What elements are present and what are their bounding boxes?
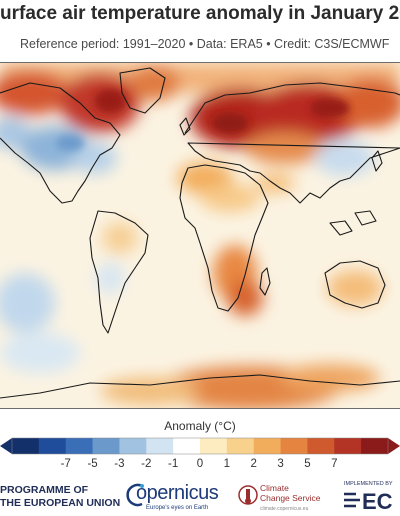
colorbar-tick-label: 2: [250, 458, 257, 470]
world-map-svg: [0, 63, 400, 408]
anomaly-map: [0, 62, 400, 409]
colorbar-tick-label: -5: [87, 458, 98, 470]
c3s-logo: Climate Change Service climate.copernicu…: [238, 481, 328, 515]
colorbar-segment: [280, 438, 308, 454]
colorbar-segment: [92, 438, 120, 454]
colorbar-segment: [65, 438, 94, 454]
ecmwf-logo: IMPLEMENTED BY EC: [340, 478, 400, 516]
copernicus-logo: opernicus Europe's eyes on Earth: [124, 480, 234, 514]
colorbar-segment: [173, 438, 201, 454]
colorbar-tick-label: -2: [141, 458, 152, 470]
c3s-line1: Climate: [260, 483, 289, 493]
colorbar-segment: [12, 438, 40, 454]
colorbar-tick-label: 0: [196, 458, 204, 470]
c3s-line2: Change Service: [260, 493, 321, 503]
colorbar-arrow-right: [388, 438, 400, 454]
programme-line1: PROGRAMME OF: [0, 484, 89, 496]
colorbar-segment: [253, 438, 282, 454]
colorbar-segment: [200, 438, 228, 454]
chart-subtitle: Reference period: 1991–2020 • Data: ERA5…: [20, 37, 390, 51]
colorbar-tick-label: -7: [60, 458, 71, 470]
colorbar-tick-label: 3: [277, 458, 284, 470]
colorbar: [0, 437, 400, 455]
colorbar-segment: [119, 438, 147, 454]
legend-title: Anomaly (°C): [164, 419, 236, 433]
eu-programme-logo: PROGRAMME OF THE EUROPEAN UNION: [0, 484, 120, 510]
colorbar-tick-label: -3: [114, 458, 125, 470]
colorbar-tick-label: 5: [304, 458, 311, 470]
colorbar-segment: [226, 438, 255, 454]
colorbar-segment: [307, 438, 335, 454]
copernicus-icon: [126, 483, 144, 507]
colorbar-segment: [334, 438, 362, 454]
ecmwf-wordmark: EC: [362, 489, 393, 514]
coastlines: [0, 67, 400, 399]
colorbar-segment: [361, 438, 389, 454]
c3s-url: climate.copernicus.eu: [260, 506, 309, 512]
programme-line2: THE EUROPEAN UNION: [0, 497, 121, 509]
copernicus-wordmark: opernicus: [136, 482, 219, 504]
ecmwf-swirl-icon: [344, 492, 360, 508]
c3s-icon: [238, 485, 258, 505]
colorbar-ticks: -7 -5 -3 -2 -1 0 1 2 3 5 7: [0, 458, 400, 474]
colorbar-tick-label: -1: [168, 458, 179, 470]
copernicus-tagline: Europe's eyes on Earth: [146, 505, 209, 511]
chart-title: urface air temperature anomaly in Januar…: [0, 3, 400, 24]
colorbar-border: [11, 437, 389, 455]
colorbar-tick-label: 1: [223, 458, 231, 470]
colorbar-arrow-left: [0, 438, 12, 454]
implemented-by-label: IMPLEMENTED BY: [344, 481, 393, 487]
colorbar-segment: [38, 438, 67, 454]
anomaly-detail: [56, 89, 350, 151]
footer: PROGRAMME OF THE EUROPEAN UNION opernicu…: [0, 478, 400, 516]
colorbar-tick-label: 7: [331, 458, 338, 470]
colorbar-segment: [146, 438, 174, 454]
